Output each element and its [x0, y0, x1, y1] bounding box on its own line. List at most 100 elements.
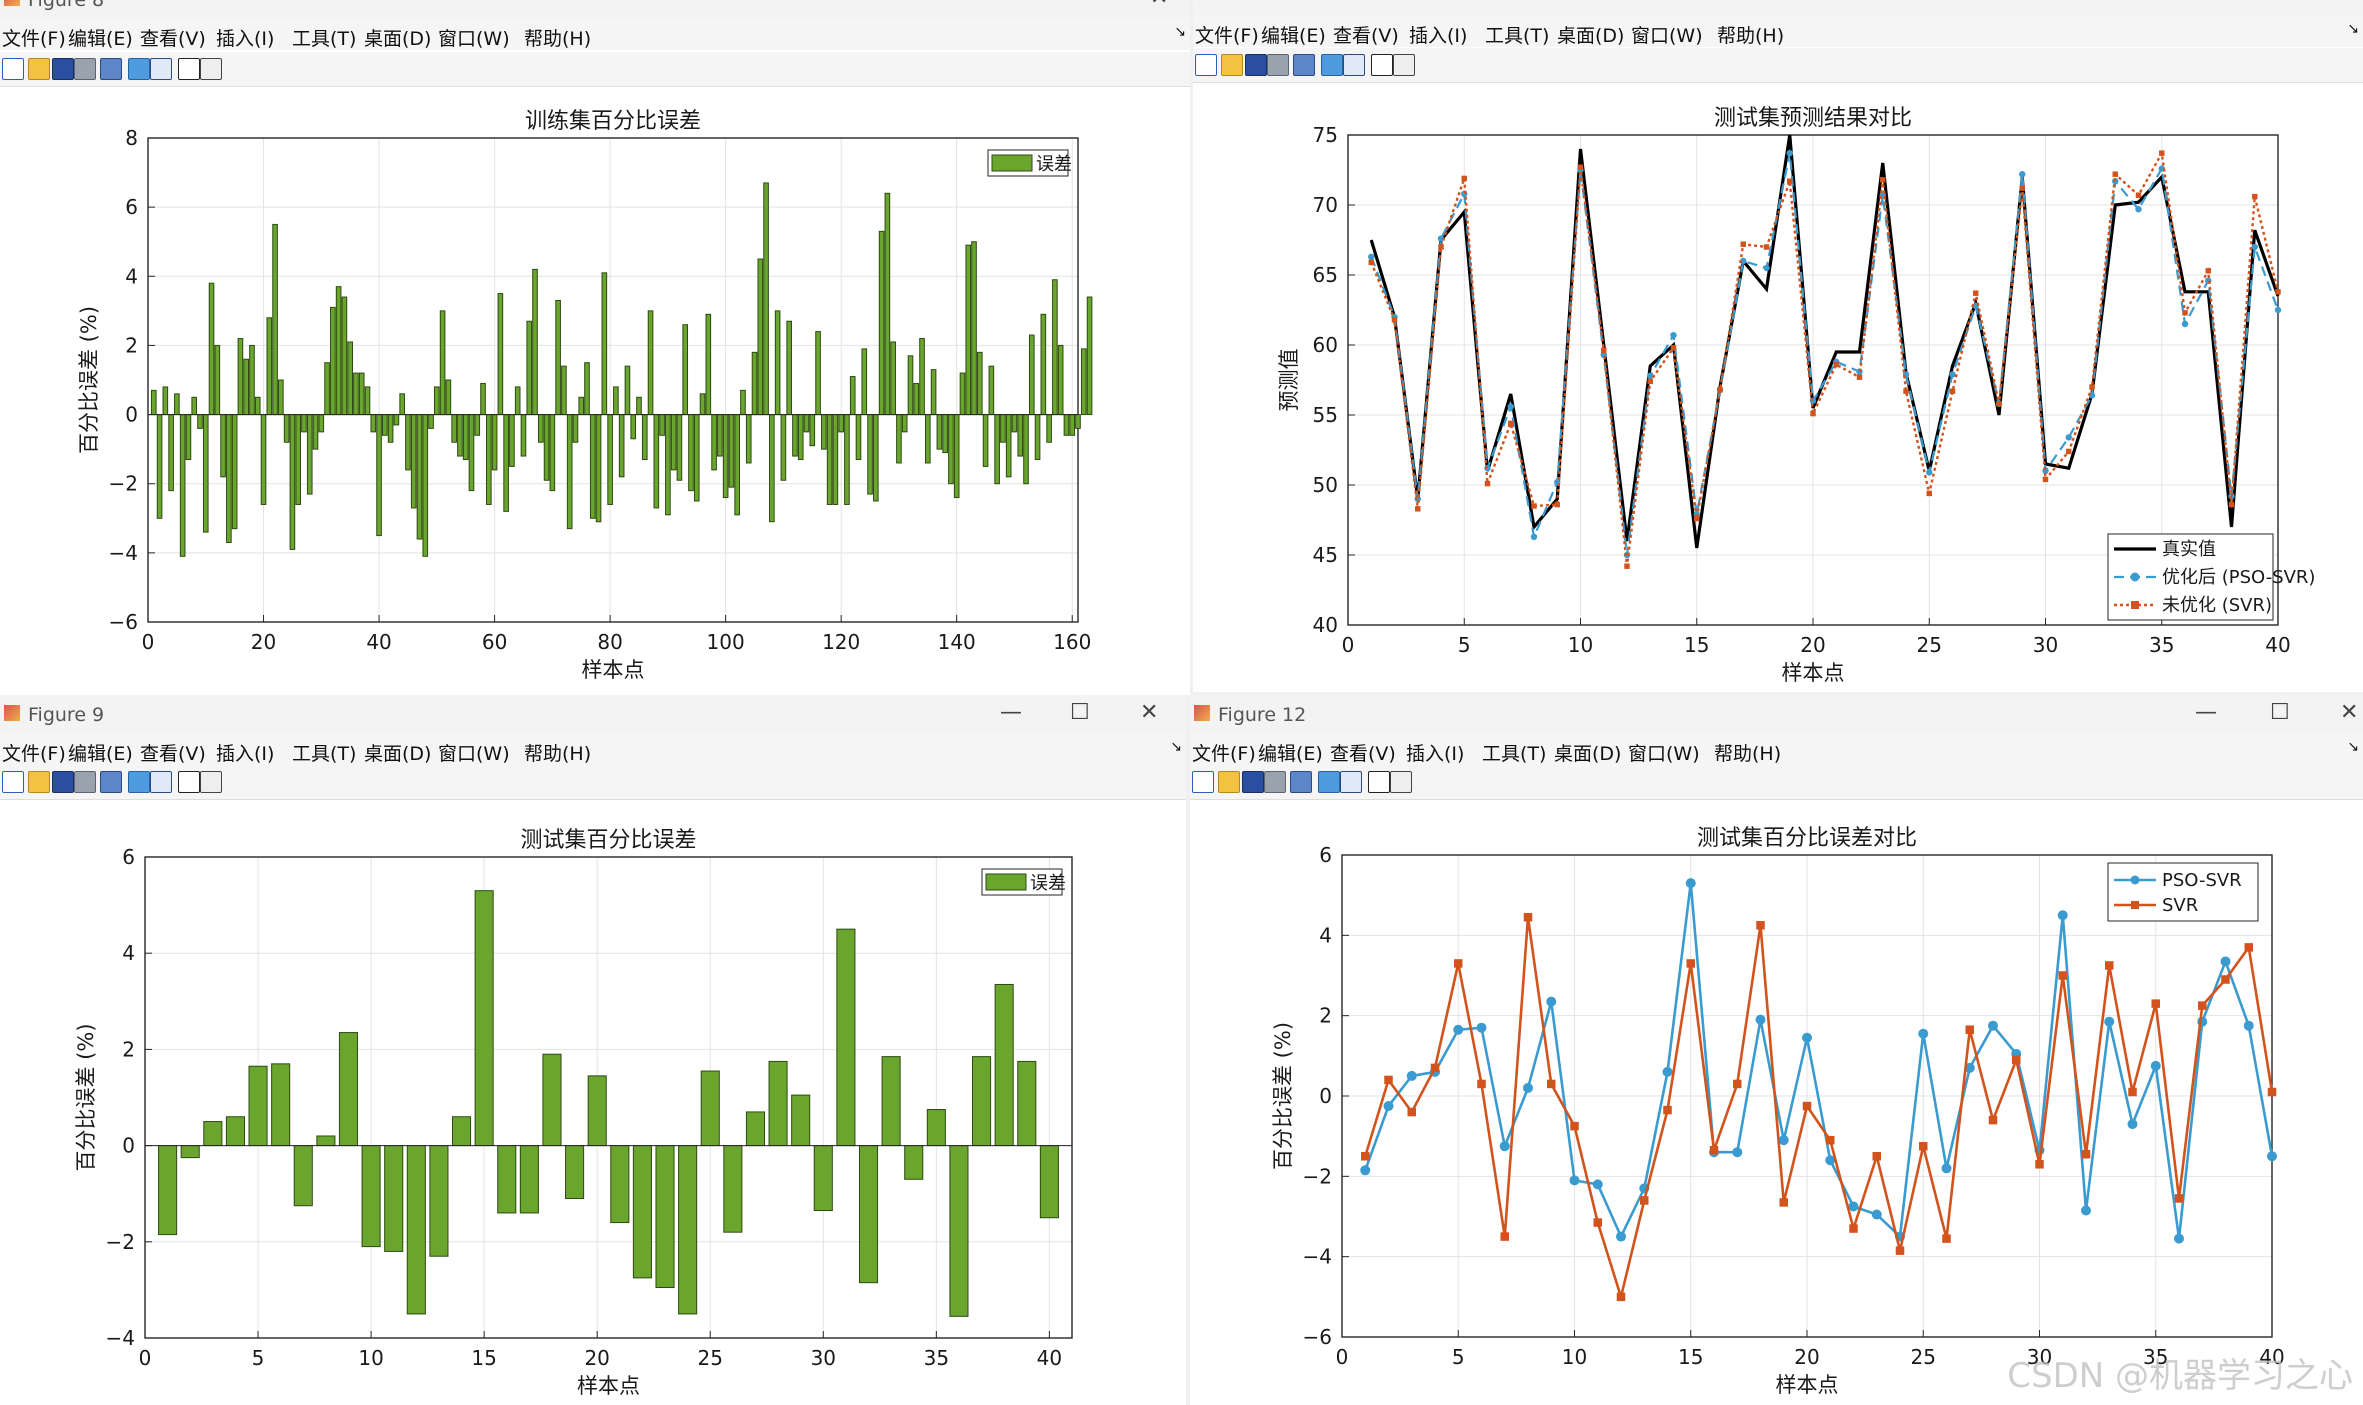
bar[interactable] — [584, 362, 590, 416]
bar[interactable] — [844, 414, 850, 505]
bar[interactable] — [745, 414, 752, 464]
bar[interactable] — [278, 379, 284, 416]
series-0[interactable] — [1369, 134, 2280, 549]
bar[interactable] — [185, 414, 192, 461]
axes[interactable]: 0 20 40 60 80 100 120 140 160 −6 −4 −2 0 2 4 6 8 — [109, 126, 1092, 654]
bar[interactable] — [491, 414, 498, 471]
series-1[interactable] — [1361, 913, 2277, 1302]
bar[interactable] — [1000, 414, 1006, 443]
legend-icon[interactable] — [150, 771, 172, 793]
axes[interactable]: 0 5 10 15 20 25 30 35 40 40 45 50 55 60 65 70 75 — [1313, 123, 2291, 657]
bar[interactable] — [428, 414, 434, 429]
bar[interactable] — [913, 382, 920, 416]
pointer-icon[interactable] — [1371, 54, 1393, 76]
minimize-icon[interactable]: — — [1000, 700, 1022, 725]
bar[interactable] — [797, 414, 804, 461]
bar[interactable] — [994, 983, 1014, 1147]
new-file-icon[interactable] — [1195, 54, 1217, 76]
legend[interactable]: 误差 — [981, 868, 1066, 896]
bar[interactable] — [688, 414, 694, 492]
menu-item[interactable]: 编辑(E) — [1258, 743, 1323, 765]
bar[interactable] — [1017, 1060, 1037, 1147]
property-editor-icon[interactable] — [200, 58, 222, 80]
bar[interactable] — [1063, 414, 1070, 436]
save-icon[interactable] — [52, 58, 74, 80]
open-folder-icon[interactable] — [1221, 54, 1243, 76]
menu-item[interactable]: 窗口(W) — [438, 743, 510, 765]
bar[interactable] — [542, 1053, 562, 1147]
bar[interactable] — [197, 414, 203, 429]
bar[interactable] — [792, 414, 798, 457]
bar[interactable] — [497, 1145, 517, 1214]
bar[interactable] — [295, 414, 301, 505]
bar[interactable] — [226, 414, 232, 543]
bar[interactable] — [861, 348, 868, 416]
series-0[interactable] — [1360, 878, 2277, 1244]
bar[interactable] — [384, 1145, 404, 1252]
bar[interactable] — [907, 355, 914, 416]
bar[interactable] — [422, 414, 429, 557]
new-file-icon[interactable] — [2, 771, 24, 793]
colorbar-icon[interactable] — [128, 771, 150, 793]
bar[interactable] — [503, 414, 509, 512]
bar[interactable] — [370, 414, 377, 433]
bar[interactable] — [826, 414, 833, 505]
bar[interactable] — [289, 414, 296, 550]
bar[interactable] — [1005, 414, 1012, 478]
bar[interactable] — [678, 1145, 698, 1315]
bar[interactable] — [904, 1145, 924, 1180]
bar[interactable] — [358, 372, 365, 416]
bar[interactable] — [316, 1135, 336, 1147]
colorbar-icon[interactable] — [1321, 54, 1343, 76]
bar[interactable] — [1011, 414, 1018, 433]
bar[interactable] — [202, 414, 209, 533]
bar[interactable] — [791, 1094, 811, 1147]
bar[interactable] — [636, 396, 642, 416]
menu-item[interactable]: 帮助(H) — [1714, 743, 1782, 765]
bar[interactable] — [613, 386, 619, 416]
dock-arrow-icon[interactable]: ↘ — [2347, 739, 2359, 755]
bar[interactable] — [543, 414, 550, 481]
menu-item[interactable]: 工具(T) — [1485, 25, 1550, 47]
menu-item[interactable]: 查看(V) — [140, 28, 206, 50]
bar[interactable] — [405, 414, 411, 471]
bar[interactable] — [838, 414, 844, 433]
dock-arrow-icon[interactable]: ↘ — [1174, 24, 1186, 40]
bar[interactable] — [382, 414, 388, 436]
bar[interactable] — [705, 313, 712, 416]
bar[interactable] — [174, 393, 180, 416]
bar[interactable] — [587, 1075, 607, 1147]
close-icon[interactable]: ✕ — [1140, 700, 1159, 725]
bar[interactable] — [601, 272, 608, 416]
bar[interactable] — [301, 414, 307, 433]
bar[interactable] — [965, 244, 972, 416]
bar[interactable] — [335, 286, 342, 416]
bar[interactable] — [318, 414, 325, 433]
bar[interactable] — [734, 414, 741, 516]
link-plot-icon[interactable] — [1290, 771, 1312, 793]
bar[interactable] — [632, 1145, 652, 1279]
bar[interactable] — [451, 1116, 472, 1147]
bar[interactable] — [555, 299, 561, 416]
bar[interactable] — [763, 182, 769, 416]
bar[interactable] — [803, 414, 810, 433]
menu-item[interactable]: 窗口(W) — [1631, 25, 1703, 47]
menu-item[interactable]: 帮助(H) — [524, 28, 592, 50]
print-icon[interactable] — [74, 58, 96, 80]
menu-item[interactable]: 编辑(E) — [68, 28, 133, 50]
bar[interactable] — [266, 317, 273, 416]
bar[interactable] — [248, 1065, 268, 1147]
bar[interactable] — [809, 414, 816, 447]
legend-icon[interactable] — [150, 58, 172, 80]
bar[interactable] — [445, 379, 452, 416]
bar[interactable] — [497, 293, 504, 416]
window-titlebar[interactable]: Figure 9 — ☐ ✕ — [0, 695, 1186, 733]
bar[interactable] — [1086, 296, 1093, 416]
menu-item[interactable]: 编辑(E) — [1261, 25, 1326, 47]
bar[interactable] — [410, 414, 417, 509]
bar[interactable] — [832, 414, 839, 505]
bar[interactable] — [312, 414, 319, 450]
bar[interactable] — [519, 1145, 539, 1214]
bar[interactable] — [890, 341, 896, 416]
menu-item[interactable]: 查看(V) — [140, 743, 206, 765]
